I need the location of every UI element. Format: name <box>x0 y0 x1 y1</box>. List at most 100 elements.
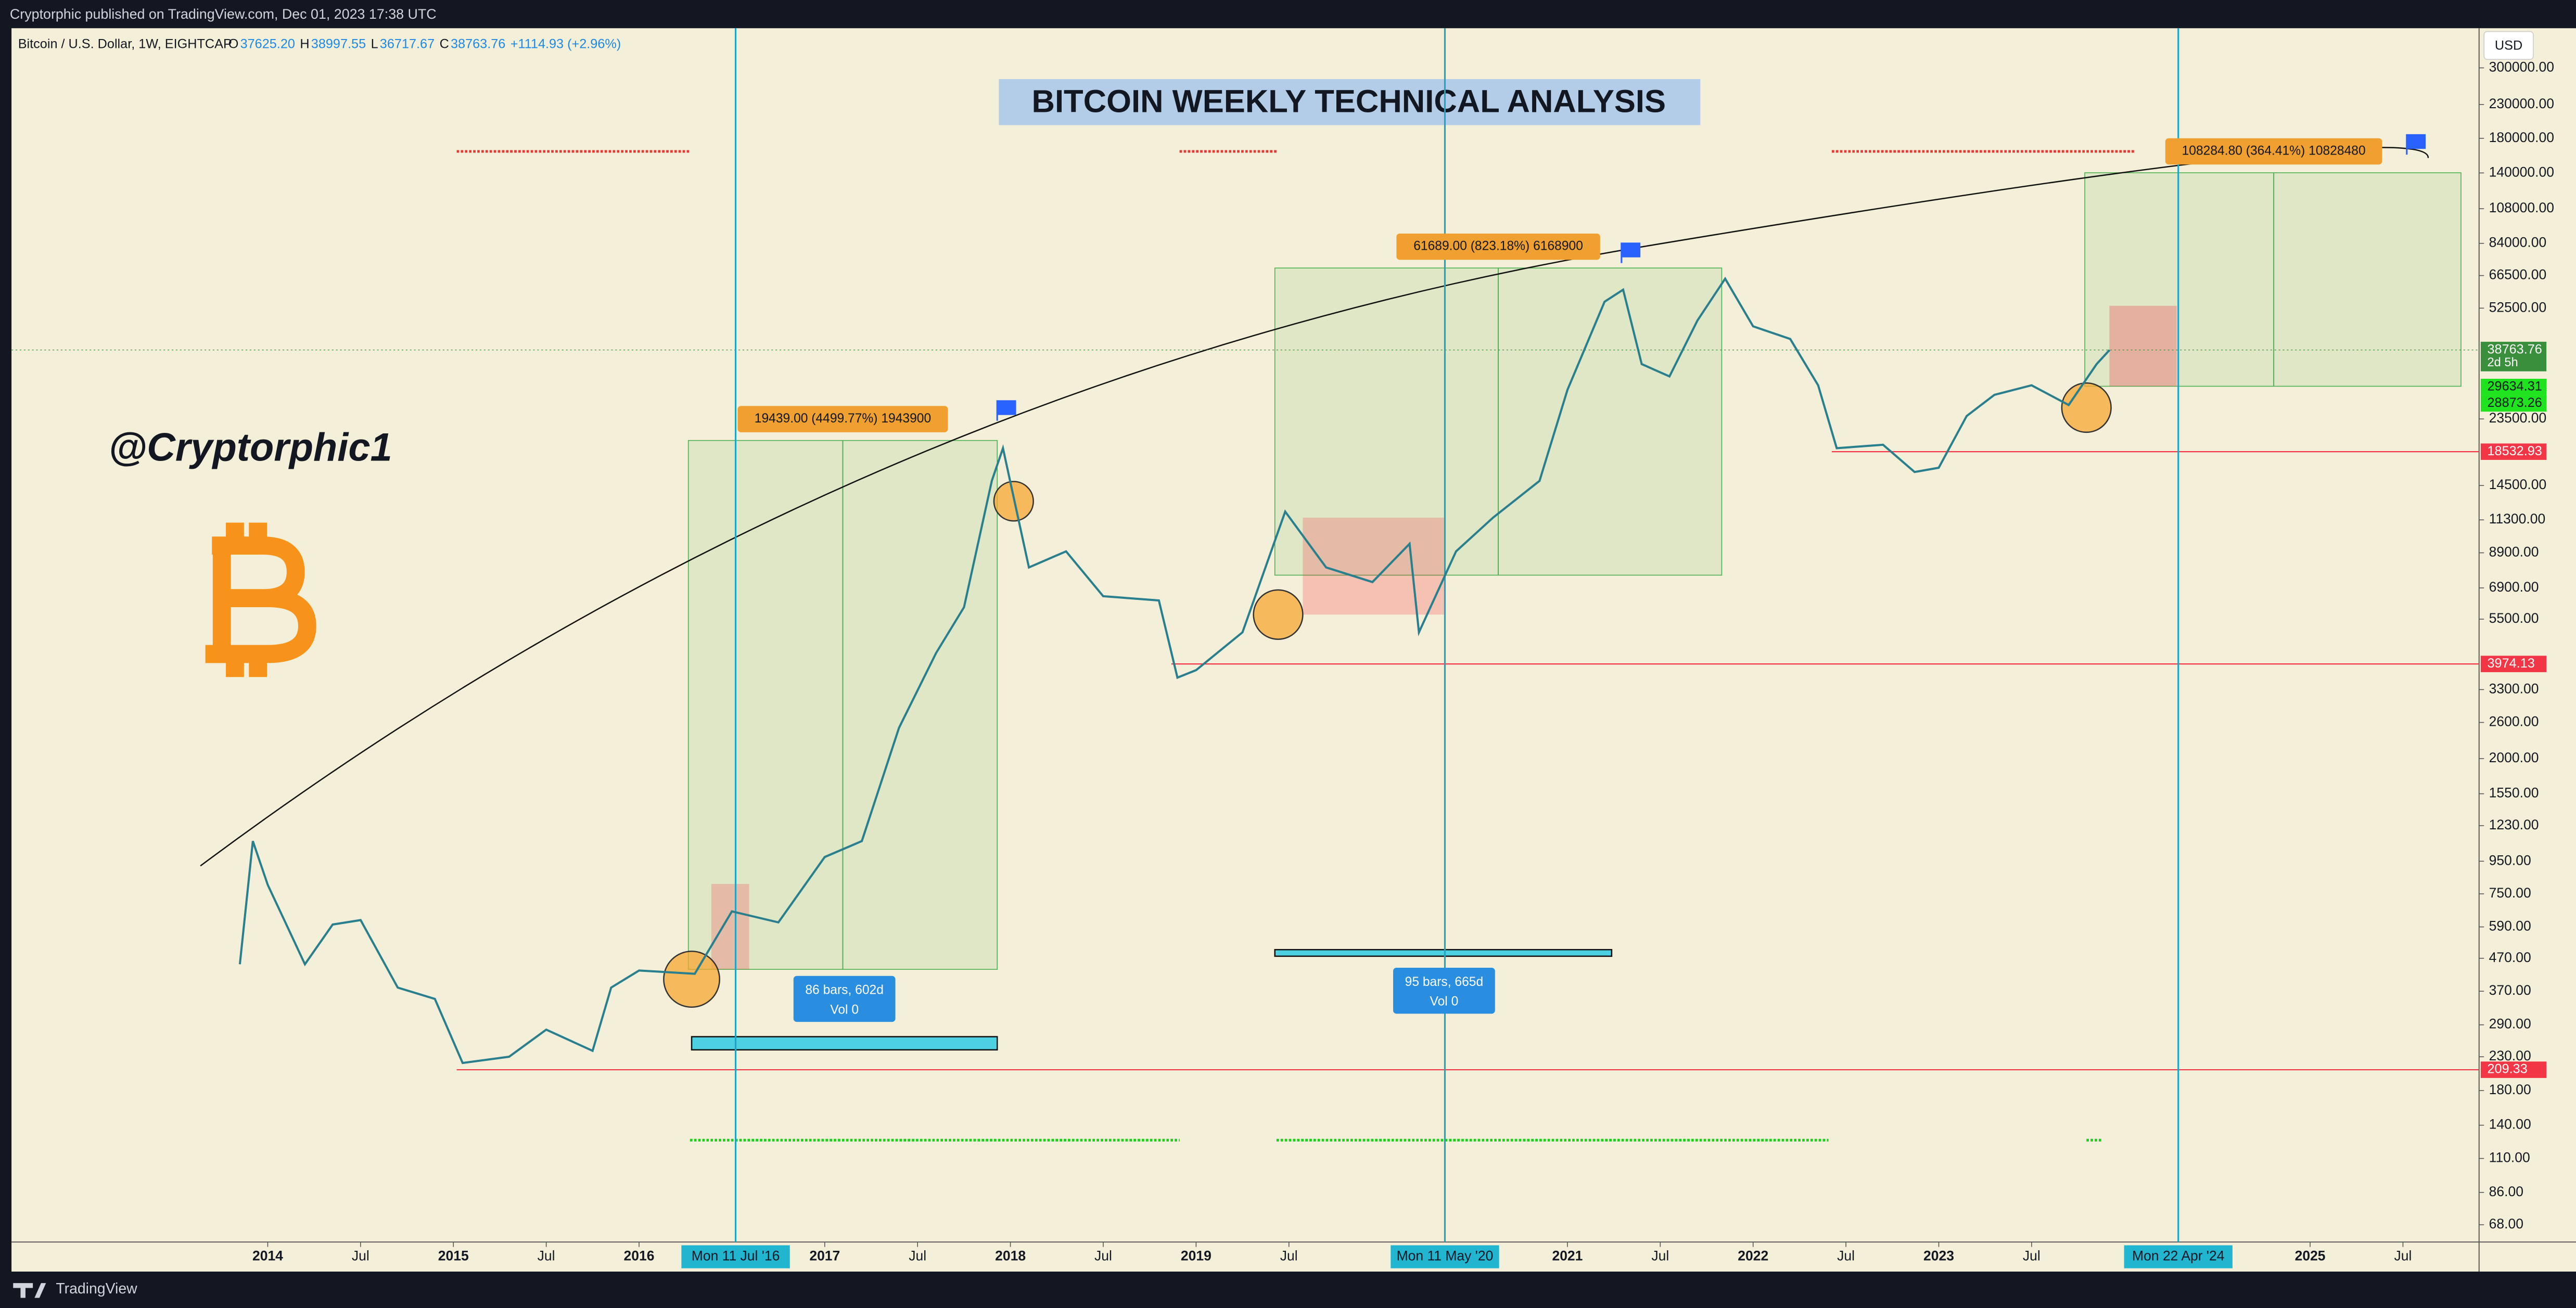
marker-label: Mon 11 Jul '16 <box>692 1248 780 1264</box>
x-tick-label: Jul <box>1280 1248 1298 1264</box>
watermark: @Cryptorphic1 <box>108 426 392 470</box>
range-box <box>793 976 896 1022</box>
price-tag <box>2480 379 2547 395</box>
ohlc-key: C <box>440 36 449 51</box>
y-tick-label: 6900.00 <box>2489 579 2539 595</box>
y-tick-label: 470.00 <box>2489 950 2531 965</box>
ohlc-key: O <box>228 36 239 51</box>
marker-box <box>1391 1245 1499 1268</box>
flags <box>996 134 2426 421</box>
chart-title: BITCOIN WEEKLY TECHNICAL ANALYSIS <box>1032 84 1666 120</box>
y-tick-label: 2000.00 <box>2489 750 2539 765</box>
y-tick-label: 180.00 <box>2489 1082 2531 1097</box>
range-label: 86 bars, 602d <box>805 983 884 997</box>
y-tick-label: 230000.00 <box>2489 96 2554 111</box>
x-tick-label: Jul <box>1837 1248 1855 1264</box>
y-tick-label: 300000.00 <box>2489 59 2554 74</box>
ohlc-key: H <box>300 36 309 51</box>
y-tick-label: 5500.00 <box>2489 610 2539 626</box>
y-tick-label: 23500.00 <box>2489 410 2547 426</box>
x-tick-label: 2025 <box>2295 1248 2326 1264</box>
y-tick-label: 84000.00 <box>2489 235 2547 250</box>
price-line <box>238 276 2111 1065</box>
price-tag-note: 2d 5h <box>2488 356 2518 369</box>
price-tag-label: 18532.93 <box>2488 444 2542 458</box>
x-tick-label: 2019 <box>1181 1248 1212 1264</box>
y-tick-label: 140000.00 <box>2489 164 2554 179</box>
x-tick-label: Jul <box>2023 1248 2041 1264</box>
price-tag-label: 38763.76 <box>2488 342 2542 356</box>
x-tick-label: 2022 <box>1738 1248 1768 1264</box>
y-tick-label: 180000.00 <box>2489 130 2554 145</box>
y-tick-label: 1230.00 <box>2489 817 2539 832</box>
price-tag <box>2480 656 2547 672</box>
target-tag <box>2165 138 2382 165</box>
brand: TradingView <box>56 1280 137 1297</box>
bitcoin-logo <box>205 522 316 677</box>
date-range-bar <box>691 1036 998 1051</box>
y-tick-label: 230.00 <box>2489 1048 2531 1063</box>
target-tag <box>737 406 948 432</box>
range-label: 95 bars, 665d <box>1405 975 1484 989</box>
target-label: 19439.00 (4499.77%) 1943900 <box>755 412 931 426</box>
drawings <box>200 134 2462 1142</box>
currency-box[interactable] <box>2483 31 2534 60</box>
price-tag-label: 209.33 <box>2488 1062 2528 1076</box>
x-tick-label: Jul <box>909 1248 926 1264</box>
y-tick-label: 590.00 <box>2489 918 2531 934</box>
y-tick-label: 14500.00 <box>2489 477 2547 492</box>
y-tick-label: 1550.00 <box>2489 785 2539 801</box>
price-tag <box>2480 395 2547 412</box>
x-tick-label: Jul <box>2394 1248 2412 1264</box>
marker-box <box>2124 1245 2233 1268</box>
range-volume: Vol 0 <box>830 1003 859 1017</box>
marker-label: Mon 11 May '20 <box>1397 1248 1494 1264</box>
x-tick-label: 2021 <box>1552 1248 1583 1264</box>
price-tag-label: 28873.26 <box>2488 395 2542 410</box>
target-tag <box>1396 233 1600 260</box>
plot: O 37625.20 H 38997.55 L 36717.67 C 38763.76 +111… <box>11 28 2554 1268</box>
currency: USD <box>2495 39 2522 53</box>
price-tag-label: 3974.13 <box>2488 656 2535 671</box>
x-tick-label: Jul <box>1094 1248 1112 1264</box>
y-tick-label: 11300.00 <box>2489 511 2546 527</box>
x-tick-label: 2023 <box>1923 1248 1954 1264</box>
price-tag <box>2480 443 2547 460</box>
x-tick-label: Jul <box>538 1248 555 1264</box>
x-tick-label: Jul <box>1651 1248 1669 1264</box>
y-tick-label: 86.00 <box>2489 1184 2523 1199</box>
y-tick-label: 3300.00 <box>2489 681 2539 696</box>
symbol: Bitcoin / U.S. Dollar, 1W, EIGHTCAP <box>18 36 232 51</box>
date-range-bar <box>1274 948 1613 957</box>
brand-logo <box>13 1283 46 1298</box>
ohlc-value: 36717.67 <box>380 36 435 51</box>
y-tick-label: 370.00 <box>2489 982 2531 998</box>
ohlc-key: L <box>371 36 378 51</box>
chart-background <box>11 28 2576 1272</box>
y-tick-label: 52500.00 <box>2489 299 2547 315</box>
price-tag-label: 29634.31 <box>2488 379 2542 393</box>
x-tick-label: Jul <box>352 1248 369 1264</box>
target-label: 61689.00 (823.18%) 6168900 <box>1413 239 1583 253</box>
stop-zone <box>711 883 749 970</box>
y-tick-label: 110.00 <box>2489 1150 2530 1165</box>
x-tick-label: 2014 <box>252 1248 283 1264</box>
highlight-circles <box>663 382 2112 1008</box>
title-background <box>999 79 1701 125</box>
y-tick-label: 68.00 <box>2489 1216 2523 1232</box>
price-tag <box>2480 341 2547 371</box>
publisher: Cryptorphic published on TradingView.com… <box>10 6 437 22</box>
x-tick-label: 2018 <box>995 1248 1026 1264</box>
y-tick-label: 950.00 <box>2489 852 2531 868</box>
y-tick-label: 66500.00 <box>2489 267 2547 283</box>
x-tick-label: 2016 <box>624 1248 655 1264</box>
y-tick-label: 2600.00 <box>2489 714 2539 729</box>
long-position <box>2084 172 2462 387</box>
y-tick-label: 140.00 <box>2489 1117 2531 1132</box>
y-tick-label: 108000.00 <box>2489 200 2554 215</box>
marker-label: Mon 22 Apr '24 <box>2132 1248 2224 1264</box>
y-tick-label: 8900.00 <box>2489 544 2539 560</box>
target-label: 108284.80 (364.41%) 10828480 <box>2182 144 2366 158</box>
